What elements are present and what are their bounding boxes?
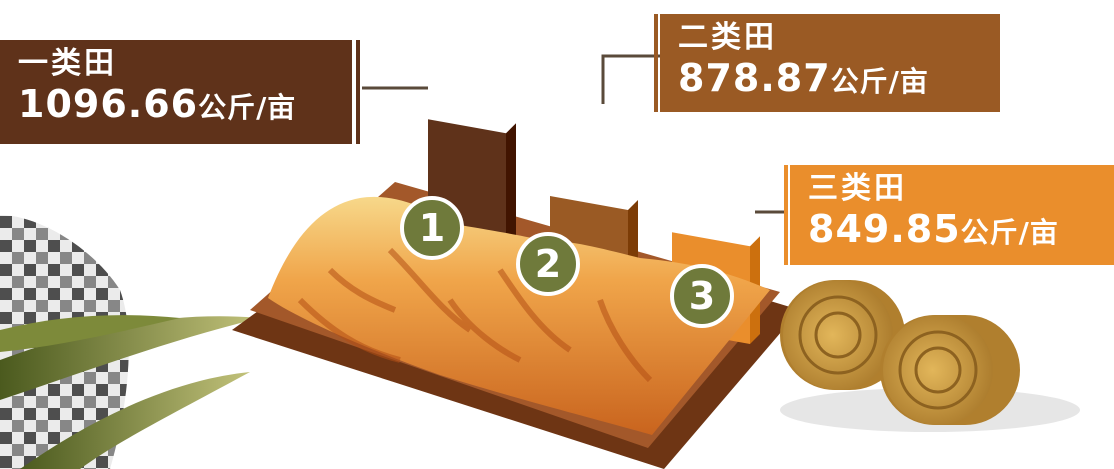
- label-value: 849.85: [808, 207, 961, 251]
- crop-rows: [268, 196, 770, 435]
- marker-label: 2: [535, 242, 561, 286]
- hay-bales: [780, 280, 1080, 432]
- label-edge-bar: [654, 14, 658, 112]
- wheat-leaves-decoration: [0, 315, 260, 469]
- marker-label: 3: [689, 274, 715, 318]
- marker-label: 1: [419, 206, 445, 250]
- label-unit: 公斤/亩: [198, 91, 297, 124]
- marker-3: 3: [670, 264, 734, 328]
- label-category: 三类田: [808, 171, 907, 206]
- label-category: 一类田: [18, 46, 117, 81]
- label-first-class-field: 一类田 1096.66公斤/亩: [0, 40, 352, 144]
- label-edge-bar: [356, 40, 360, 144]
- marker-1: 1: [400, 196, 464, 260]
- label-connectors: [362, 54, 785, 214]
- label-value: 878.87: [678, 56, 831, 100]
- label-unit: 公斤/亩: [960, 216, 1059, 249]
- label-second-class-field: 二类田 878.87公斤/亩: [660, 14, 1000, 112]
- label-category: 二类田: [678, 20, 777, 55]
- label-unit: 公斤/亩: [830, 65, 929, 98]
- markers-layer: 1 2 3: [400, 196, 734, 328]
- label-value: 1096.66: [18, 82, 199, 126]
- marker-2: 2: [516, 232, 580, 296]
- label-edge-bar: [784, 165, 788, 265]
- label-third-class-field: 三类田 849.85公斤/亩: [790, 165, 1114, 265]
